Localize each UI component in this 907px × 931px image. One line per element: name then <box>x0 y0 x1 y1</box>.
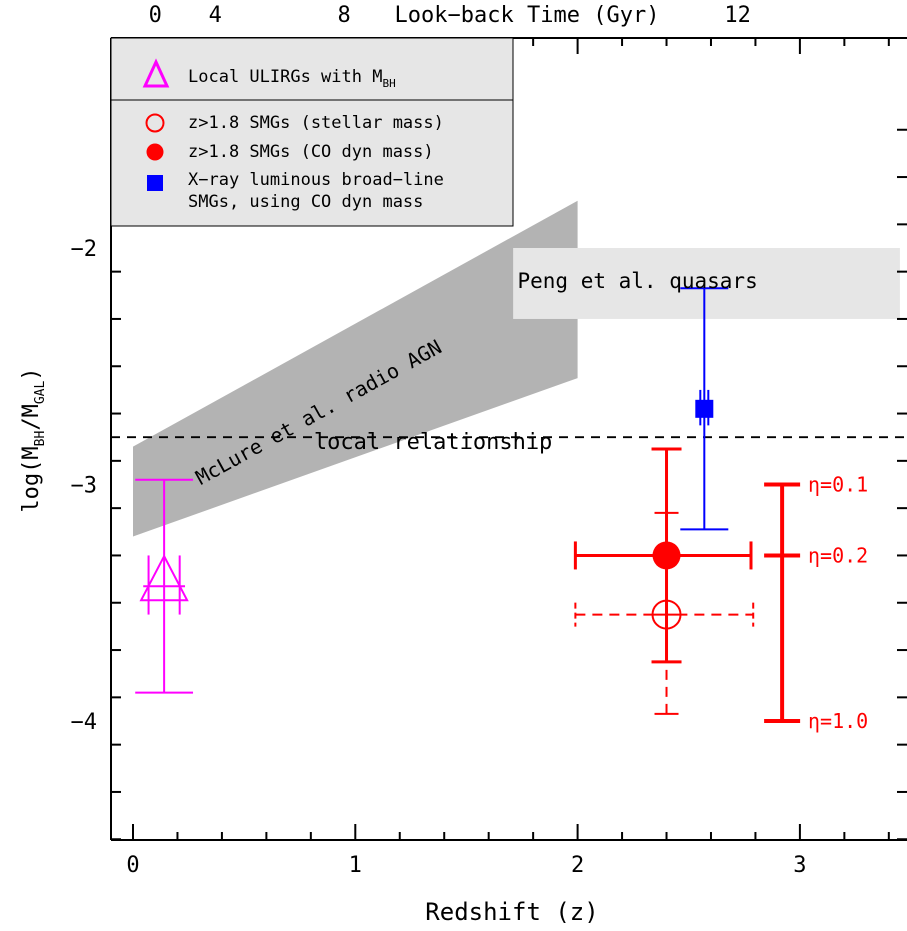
legend-marker-triangle <box>142 58 170 88</box>
legend-entry-stellar: z>1.8 SMGs (stellar mass) <box>188 113 444 133</box>
y-tick-label: −4 <box>71 710 98 735</box>
legend-marker-filled-circle <box>146 143 164 161</box>
y-axis-label-sub2: GAL <box>33 381 48 405</box>
legend: Local ULIRGs with MBH z>1.8 SMGs (stella… <box>110 37 514 227</box>
legend-entry-ulirgs: Local ULIRGs with MBH <box>188 67 396 90</box>
x-axis-label: Redshift (z) <box>425 898 598 926</box>
legend-entry-xray-line2: SMGs, using CO dyn mass <box>188 192 423 212</box>
x-tick-label: 0 <box>126 853 139 878</box>
y-tick-label: −2 <box>71 237 98 262</box>
eta-scale: η=0.1 η=0.2 η=1.0 <box>764 473 868 733</box>
y-axis-label-sub1: BH <box>33 431 48 447</box>
legend-entry-ulirgs-text: Local ULIRGs with M <box>188 67 382 87</box>
y-axis-label-part2: /M <box>19 404 44 431</box>
top-axis-label: Look−back Time (Gyr) <box>395 3 660 28</box>
top-tick-label: 0 <box>149 3 162 28</box>
legend-entry-co: z>1.8 SMGs (CO dyn mass) <box>188 142 434 162</box>
x-tick-label: 3 <box>793 853 806 878</box>
data-markers <box>135 287 755 715</box>
y-tick-label: −3 <box>71 474 98 499</box>
x-tick-label: 2 <box>571 853 584 878</box>
shaded-regions <box>133 200 900 537</box>
y-axis-label-part3: ) <box>19 367 44 380</box>
ulirg-triangle-marker <box>139 554 189 602</box>
legend-marker-open-circle <box>145 113 165 133</box>
smg-co-circle-marker <box>652 541 681 570</box>
eta-scale-label: η=1.0 <box>808 709 868 733</box>
top-tick-label: 4 <box>209 3 222 28</box>
mclure-band <box>133 200 578 537</box>
eta-scale-label: η=0.1 <box>808 473 868 497</box>
y-axis-label-part1: log(M <box>19 446 44 512</box>
top-tick-label: 12 <box>724 3 751 28</box>
legend-box <box>110 37 514 227</box>
legend-entry-ulirgs-sub: BH <box>382 77 395 90</box>
y-axis-label: log(MBH/MGAL) <box>19 367 48 512</box>
svg-text:log(MBH/MGAL): log(MBH/MGAL) <box>19 367 48 512</box>
legend-marker-square <box>147 175 163 191</box>
top-tick-label: 8 <box>338 3 351 28</box>
legend-entry-xray-line1: X−ray luminous broad−line <box>188 170 444 190</box>
local-relationship-label: local relationship <box>314 430 552 455</box>
xray-square-marker <box>695 399 714 418</box>
peng-box <box>513 248 900 319</box>
eta-scale-label: η=0.2 <box>808 543 868 567</box>
peng-box-label: Peng et al. quasars <box>518 269 758 293</box>
x-tick-label: 1 <box>349 853 362 878</box>
